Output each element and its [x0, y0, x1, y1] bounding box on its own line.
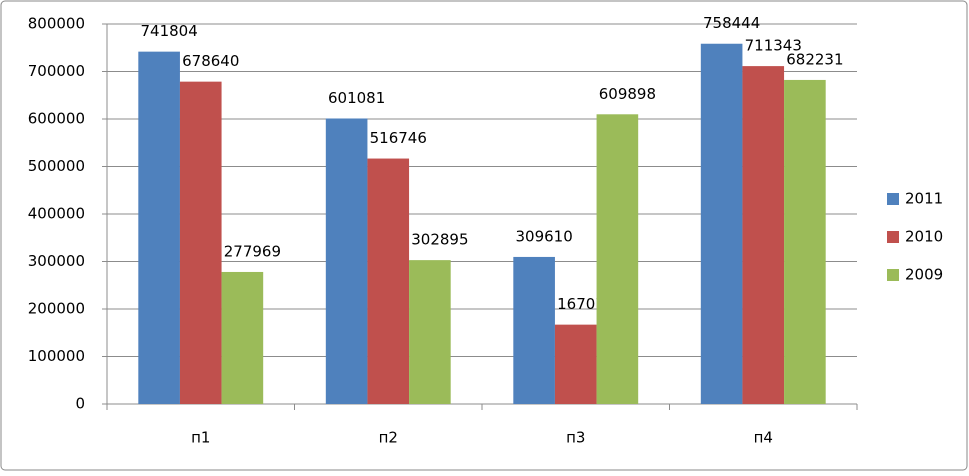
bar [554, 324, 597, 404]
value-label: 601081 [328, 89, 385, 107]
bar [138, 51, 180, 405]
bar [409, 260, 451, 404]
legend-label: 2010 [905, 228, 943, 246]
x-tick-label: п3 [566, 429, 585, 447]
value-label: 277969 [224, 242, 281, 260]
y-tick-label: 400000 [28, 205, 85, 223]
bar [596, 114, 639, 404]
y-tick-label: 200000 [28, 300, 85, 318]
value-label: 758444 [703, 14, 760, 32]
bar [367, 158, 410, 404]
y-tick-label: 500000 [28, 157, 85, 175]
y-tick-label: 300000 [28, 252, 85, 270]
bar [221, 271, 264, 404]
value-label: 682231 [786, 50, 843, 68]
y-tick-label: 0 [75, 395, 85, 413]
legend-label: 2011 [905, 190, 943, 208]
bar [325, 118, 368, 405]
bar [700, 43, 743, 404]
bar [179, 81, 222, 404]
value-label: 309610 [515, 227, 572, 245]
value-label: 741804 [140, 22, 197, 40]
x-tick-label: п1 [191, 429, 210, 447]
y-tick-label: 800000 [28, 15, 85, 33]
y-tick-label: 100000 [28, 347, 85, 365]
value-label: 711343 [745, 37, 802, 55]
y-tick-label: 700000 [28, 62, 85, 80]
value-label: 302895 [411, 231, 468, 249]
x-tick-label: п4 [754, 429, 773, 447]
legend-swatch [887, 269, 899, 281]
legend-label: 2009 [905, 266, 943, 284]
value-label: 516746 [370, 129, 427, 147]
y-tick-label: 600000 [28, 110, 85, 128]
bar [784, 79, 826, 404]
value-label: 609898 [599, 85, 656, 103]
bar [513, 256, 555, 404]
legend-swatch [887, 193, 899, 205]
value-label: 678640 [182, 52, 239, 70]
bar [742, 66, 785, 405]
legend-swatch [887, 231, 899, 243]
x-tick-label: п2 [379, 429, 398, 447]
